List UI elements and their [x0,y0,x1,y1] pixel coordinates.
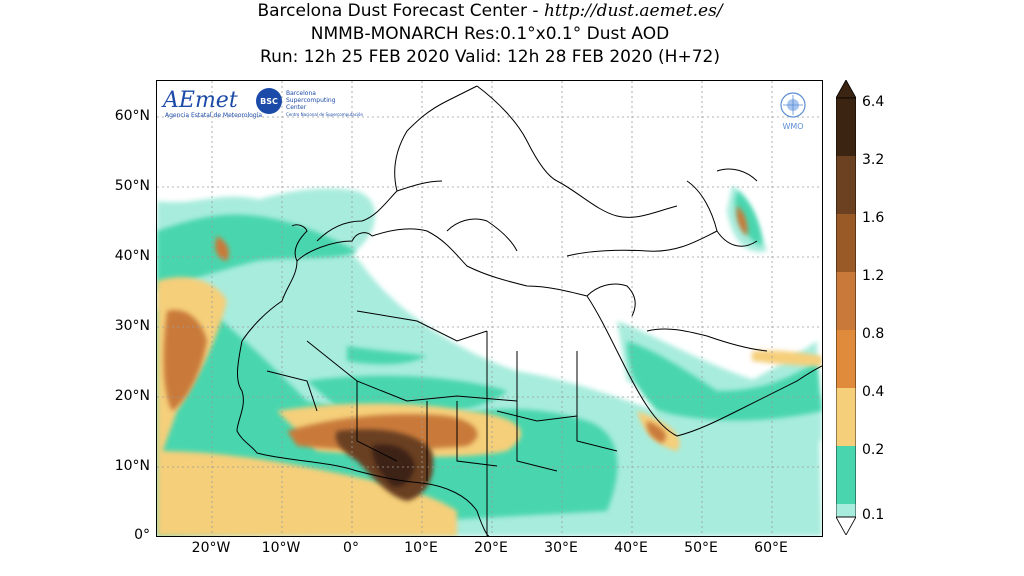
graticule [157,81,822,536]
aemet-logo: AEmet Agencia Estatal de Meteorología [161,88,262,119]
lat-label-0: 0° [134,527,150,543]
colorbar-tick-0.2: 0.2 [862,442,885,458]
lon-label-0: 0° [343,540,359,556]
title-line-2: NMMB-MONARCH Res:0.1°x0.1° Dust AOD [310,24,670,44]
colorbar-band-0.1 [836,504,856,518]
lon-label-10e: 10°E [404,540,438,556]
wmo-logo: WMO [780,92,806,131]
dust-aod-map: AEmet Agencia Estatal de Meteorología BS… [156,80,823,537]
colorbar-tick-3.2: 3.2 [862,152,885,168]
coastlines [236,85,822,536]
colorbar-min-arrow [836,516,856,535]
lon-label-50e: 50°E [684,540,718,556]
lat-label-60n: 60°N [114,108,150,124]
lat-label-20n: 20°N [114,388,150,404]
colorbar-band-1.6 [836,214,856,272]
lat-label-30n: 30°N [114,318,150,334]
title-prefix: Barcelona Dust Forecast Center - [257,1,544,21]
bsc-logo-badge: BSC [260,97,278,106]
colorbar-tick-1.6: 1.6 [862,210,885,226]
lat-label-50n: 50°N [114,178,150,194]
lon-label-20e: 20°E [474,540,508,556]
title-line-1: Barcelona Dust Forecast Center - http://… [0,0,980,22]
colorbar-tick-0.4: 0.4 [862,384,885,400]
bsc-logo: BSC Barcelona Supercomputing Center Cent… [256,88,364,117]
lon-label-10w: 10°W [261,540,301,556]
bsc-logo-line2: Supercomputing [286,97,336,104]
lat-label-40n: 40°N [114,248,150,264]
lon-label-60e: 60°E [754,540,788,556]
lon-label-30e: 30°E [544,540,578,556]
colorbar-tick-1.2: 1.2 [862,268,885,284]
lon-label-40e: 40°E [614,540,648,556]
bsc-logo-line1: Barcelona [286,90,316,97]
colorbar-tick-6.4: 6.4 [862,94,885,110]
bsc-logo-line3: Center [286,104,307,111]
aod-max-region [372,444,415,487]
wmo-logo-text: WMO [782,122,803,131]
lon-label-20w: 20°W [191,540,231,556]
aemet-logo-text: AEmet [161,88,238,113]
colorbar-band-1.2 [836,272,856,330]
lat-label-10n: 10°N [114,458,150,474]
bsc-logo-line4: Centro Nacional de Supercomputación [286,112,364,117]
colorbar-tick-0.1: 0.1 [862,507,885,523]
colorbar-band-0.8 [836,330,856,388]
colorbar-max-arrow [836,80,856,99]
title-url: http://dust.aemet.es/ [543,1,723,21]
colorbar-band-0.2 [836,446,856,504]
colorbar-band-0.4 [836,388,856,446]
aemet-logo-subtitle: Agencia Estatal de Meteorología [165,112,262,119]
colorbar-tick-0.8: 0.8 [862,326,885,342]
colorbar-band-6.4 [836,98,856,156]
title-line-3: Run: 12h 25 FEB 2020 Valid: 12h 28 FEB 2… [260,47,720,67]
colorbar-band-3.2 [836,156,856,214]
colorbar [836,80,856,535]
